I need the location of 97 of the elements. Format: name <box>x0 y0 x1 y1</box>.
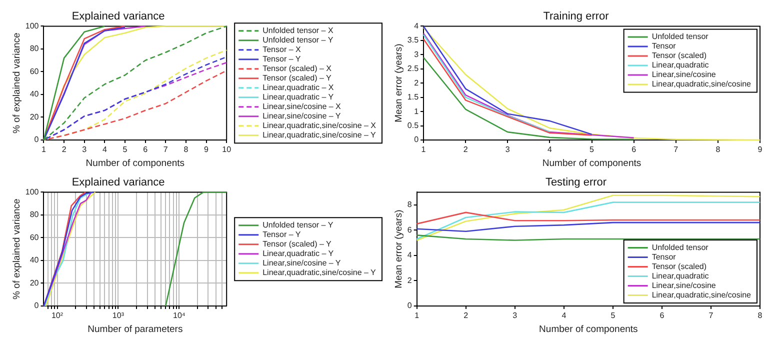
legend-label: Linear,quadratic,sine/cosine – Y <box>262 268 377 278</box>
legend-label: Unfolded tensor – Y <box>262 36 334 45</box>
y-tick-label: 0 <box>34 301 40 310</box>
x-tick-label: 2 <box>463 145 468 154</box>
legend-label: Linear,quadratic,sine/cosine – X <box>262 121 377 130</box>
legend-label: Tensor (scaled) <box>652 262 707 271</box>
x-tick-label: 6 <box>660 311 665 320</box>
y-tick-label: 6 <box>407 225 412 234</box>
x-tick-label: 5 <box>122 145 128 154</box>
x-axis-title: Number of components <box>86 158 185 169</box>
y-tick-label: 100 <box>25 21 40 30</box>
legend-label: Tensor – X <box>262 45 302 54</box>
chart-title: Training error <box>543 10 610 23</box>
x-tick-label: 10⁴ <box>172 311 186 320</box>
legend-label: Linear,quadratic,sine/cosine <box>652 290 752 300</box>
x-axis-title: Number of parameters <box>88 324 183 335</box>
chart-title: Testing error <box>545 176 607 189</box>
legend-label: Linear,quadratic,sine/cosine – Y <box>262 130 377 140</box>
x-tick-label: 5 <box>610 311 616 320</box>
legend-label: Linear,sine/cosine <box>652 70 716 80</box>
y-tick-label: 80 <box>30 210 40 220</box>
y-axis-title: % of explained variance <box>11 198 22 300</box>
legend-label: Linear,quadratic – Y <box>262 249 334 258</box>
x-tick-label: 9 <box>758 145 763 154</box>
x-tick-label: 10³ <box>112 311 124 320</box>
y-tick-label: 3 <box>414 50 420 59</box>
x-tick-label: 5 <box>590 145 595 154</box>
x-tick-label: 1 <box>421 145 426 154</box>
x-tick-label: 4 <box>102 145 108 154</box>
y-tick-label: 1.5 <box>407 92 420 102</box>
y-tick-label: 20 <box>30 112 40 122</box>
legend-label: Linear,quadratic <box>652 271 709 280</box>
y-tick-label: 2 <box>414 78 420 88</box>
x-tick-label: 2 <box>464 311 469 320</box>
chart-title: Explained variance <box>72 10 165 23</box>
x-tick-label: 6 <box>632 145 637 154</box>
y-tick-label: 80 <box>30 44 40 54</box>
y-tick-label: 2 <box>407 276 412 285</box>
x-tick-label: 4 <box>562 311 567 320</box>
y-tick-label: 60 <box>30 66 40 76</box>
legend-label: Tensor (scaled) – X <box>262 64 332 74</box>
x-tick-label: 8 <box>716 145 721 154</box>
legend-label: Linear,quadratic – Y <box>262 92 334 102</box>
x-tick-label: 6 <box>143 145 148 154</box>
chart-title: Explained variance <box>72 176 165 189</box>
x-tick-label: 7 <box>708 311 714 320</box>
legend-label: Linear,sine/cosine <box>652 280 716 290</box>
legend-label: Linear,quadratic,sine/cosine <box>652 80 752 89</box>
y-tick-label: 8 <box>407 200 412 210</box>
legend-label: Tensor <box>652 42 676 51</box>
legend-label: Linear,sine/cosine – Y <box>262 112 342 121</box>
x-tick-label: 10² <box>51 311 64 320</box>
x-tick-label: 4 <box>547 145 552 154</box>
legend-label: Tensor (scaled) – Y <box>262 240 332 249</box>
x-tick-label: 8 <box>184 145 189 154</box>
y-tick-label: 4 <box>414 21 420 30</box>
legend-label: Tensor (scaled) – Y <box>262 74 332 83</box>
y-tick-label: 4 <box>407 250 412 260</box>
x-tick-label: 7 <box>674 145 679 154</box>
legend-label: Tensor – Y <box>262 54 302 64</box>
y-tick-label: 100 <box>25 187 40 196</box>
y-axis-title: Mean error (years) <box>393 44 404 122</box>
x-tick-label: 8 <box>758 311 763 320</box>
x-tick-label: 1 <box>42 145 47 154</box>
y-tick-label: 3.5 <box>407 36 420 45</box>
x-axis-title: Number of components <box>542 158 642 169</box>
x-axis-title: Number of components <box>539 324 638 335</box>
legend-label: Unfolded tensor – Y <box>262 220 334 230</box>
legend-label: Tensor (scaled) <box>652 51 707 60</box>
x-tick-label: 3 <box>82 145 88 154</box>
legend-label: Linear,sine/cosine – Y <box>262 258 342 268</box>
y-tick-label: 60 <box>30 232 40 242</box>
y-tick-label: 40 <box>30 256 40 265</box>
y-axis-title: Mean error (years) <box>393 210 404 288</box>
x-tick-label: 2 <box>62 145 67 154</box>
legend-label: Linear,quadratic – X <box>262 83 334 92</box>
x-tick-label: 10 <box>222 145 232 154</box>
legend-label: Unfolded tensor <box>652 32 709 42</box>
legend-label: Linear,quadratic <box>652 60 709 70</box>
x-tick-label: 3 <box>505 145 510 154</box>
x-tick-label: 7 <box>163 145 168 154</box>
x-tick-label: 9 <box>204 145 210 154</box>
y-tick-label: 0.5 <box>407 120 420 130</box>
legend-label: Tensor – Y <box>262 230 302 240</box>
y-tick-label: 0 <box>414 135 420 144</box>
y-tick-label: 20 <box>30 278 40 288</box>
y-tick-label: 40 <box>30 90 40 99</box>
legend-label: Unfolded tensor – X <box>262 26 334 36</box>
y-tick-label: 0 <box>34 135 40 144</box>
y-axis-title: % of explained variance <box>11 32 22 134</box>
y-tick-label: 2.5 <box>407 64 420 74</box>
legend-label: Tensor <box>652 252 676 262</box>
y-tick-label: 1 <box>414 106 420 116</box>
x-tick-label: 3 <box>512 311 518 320</box>
legend-label: Unfolded tensor <box>652 242 709 252</box>
legend-label: Linear,sine/cosine – X <box>262 102 342 112</box>
y-tick-label: 0 <box>407 301 412 310</box>
